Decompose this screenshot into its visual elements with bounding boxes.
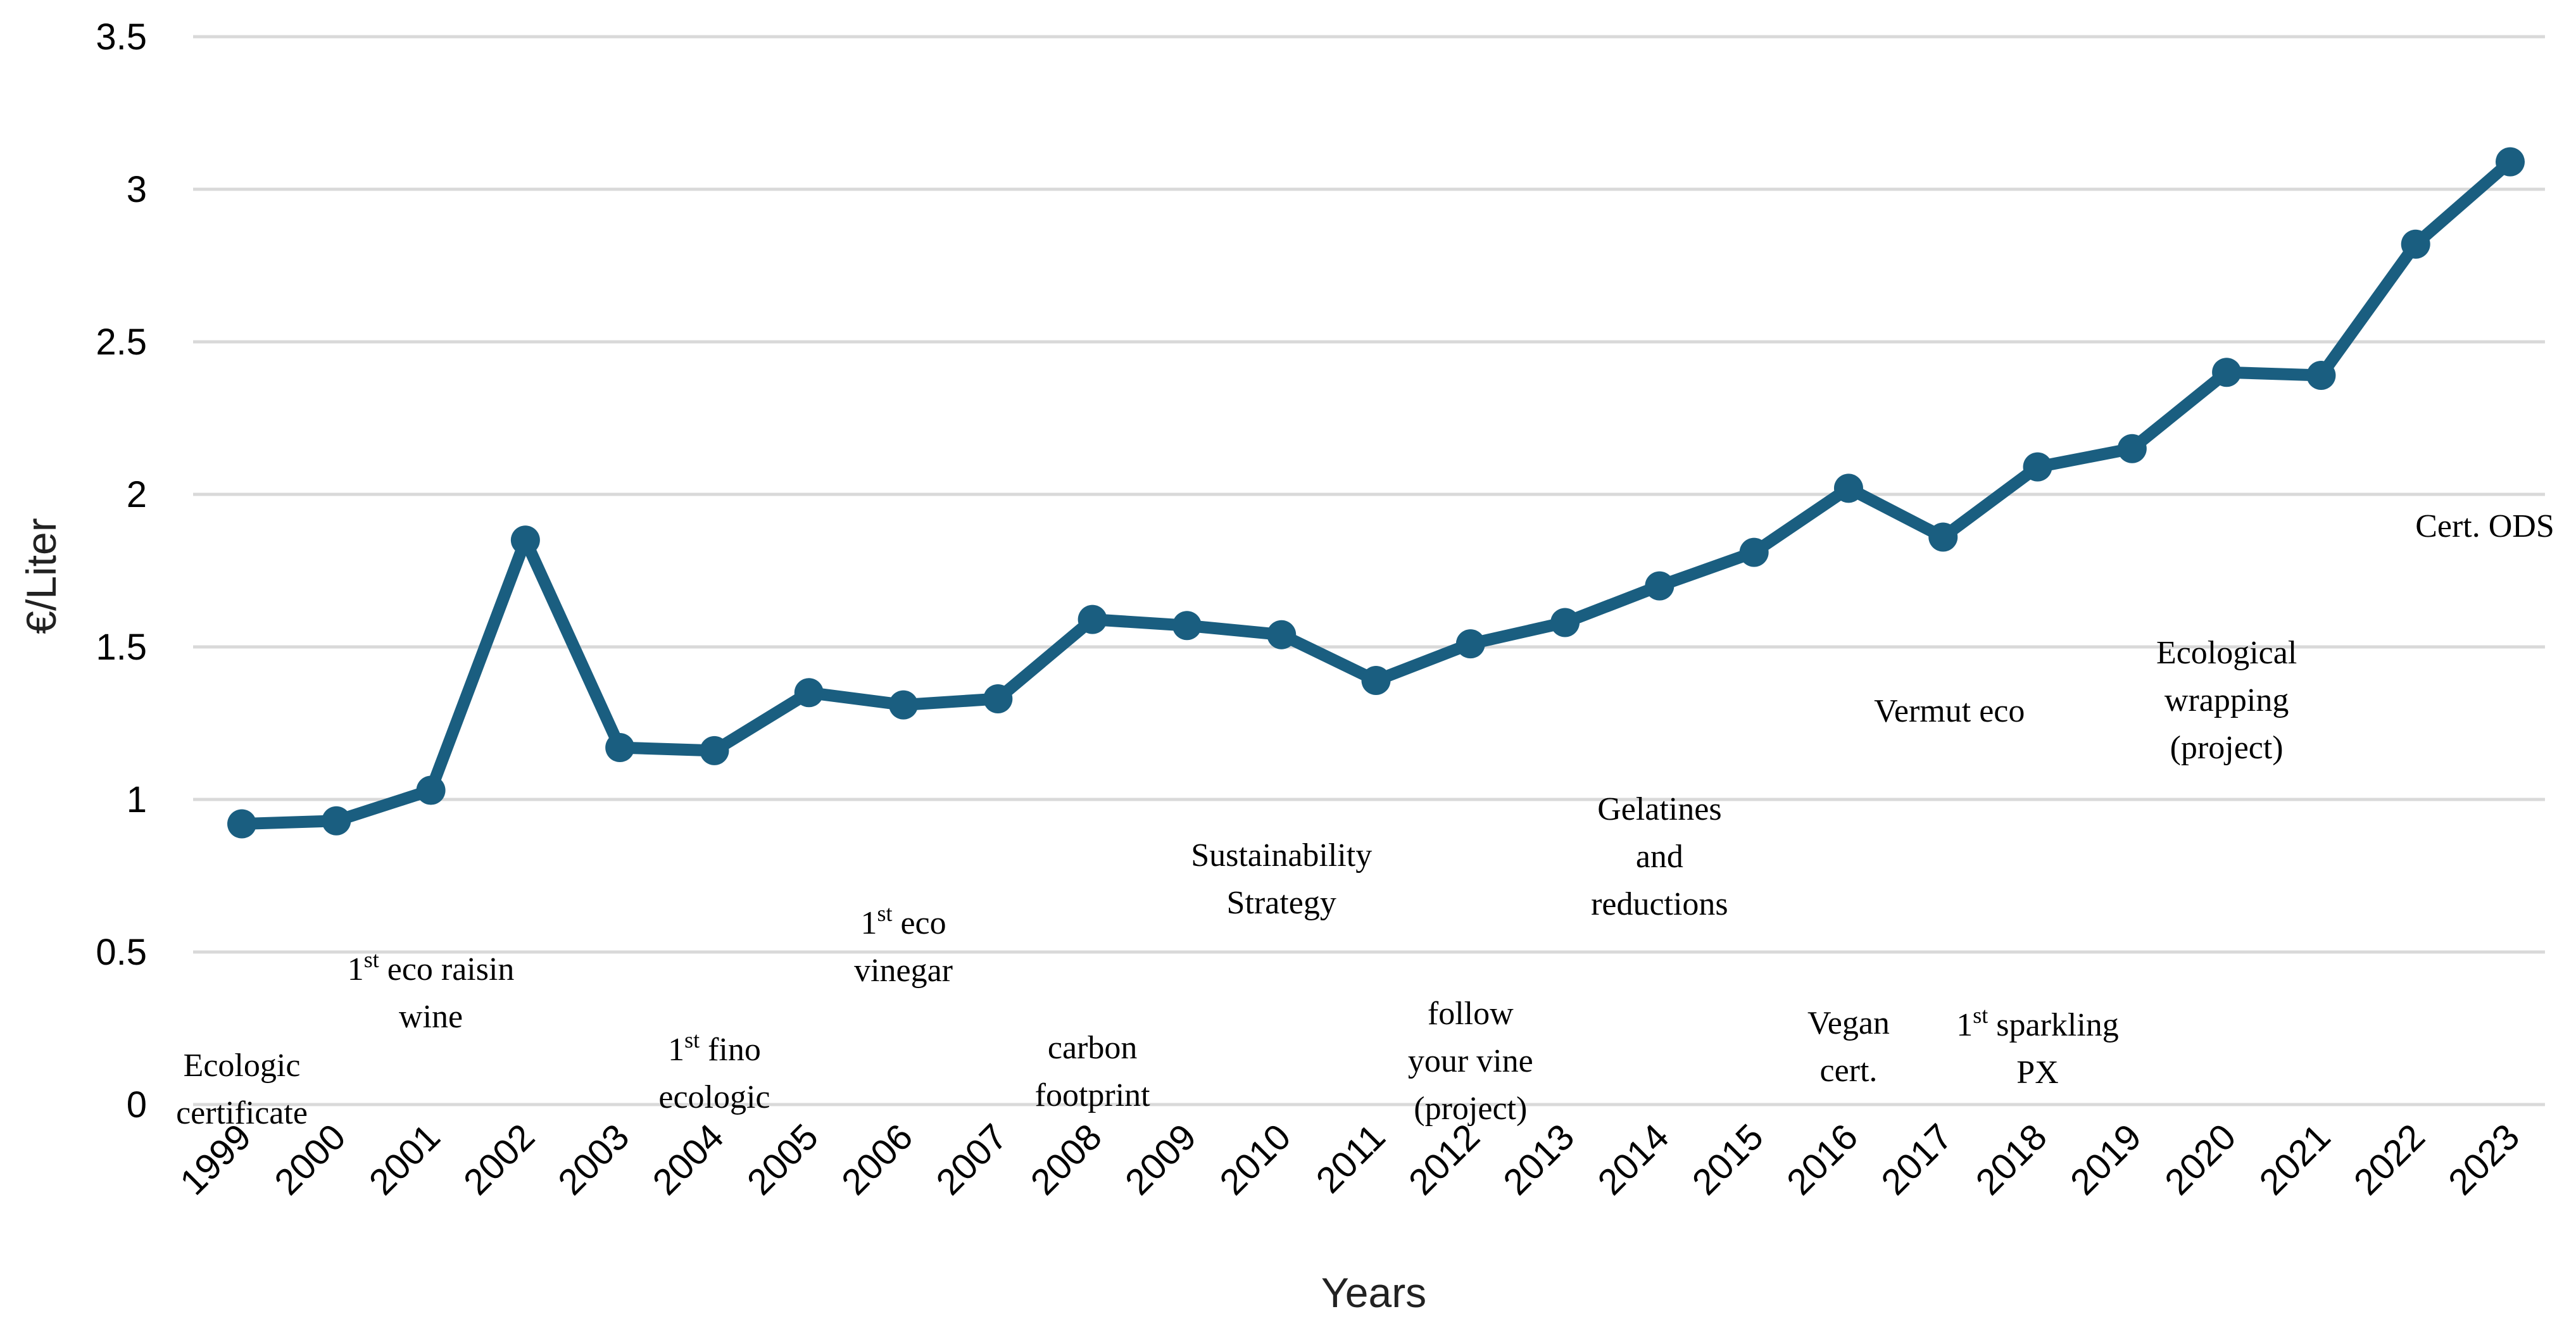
annotation-line: Ecologic: [184, 1048, 301, 1084]
annotation-2001: 1st eco raisin wine: [348, 947, 515, 1035]
annotation-2017: Vermut eco: [1874, 693, 2025, 729]
data-point-2008: [1078, 604, 1107, 634]
annotation-line: wrapping: [2164, 682, 2289, 718]
data-point-2012: [1455, 629, 1485, 659]
y-axis-title: €/Liter: [18, 518, 65, 634]
data-point-2015: [1739, 537, 1769, 567]
y-tick-label: 3: [127, 169, 147, 210]
annotation-line: Sustainability: [1191, 837, 1372, 874]
data-point-2019: [2117, 434, 2147, 463]
data-point-2001: [416, 775, 446, 805]
data-point-2005: [794, 678, 824, 708]
annotation-2006: 1st eco vinegar: [854, 901, 953, 989]
y-tick-label: 1.5: [96, 627, 147, 668]
data-point-2020: [2212, 358, 2242, 387]
y-tick-label: 1: [127, 779, 147, 820]
annotation-2020: Ecological wrapping (project): [2156, 635, 2297, 766]
annotation-line: 1st eco: [860, 901, 946, 941]
data-point-2016: [1833, 473, 1863, 503]
data-point-2018: [2023, 452, 2052, 482]
annotation-line: Strategy: [1227, 885, 1336, 921]
data-point-2013: [1550, 608, 1580, 637]
annotation-2004: 1st fino ecologic: [658, 1027, 770, 1115]
annotation-line: (project): [1414, 1091, 1527, 1127]
annotation-line: follow: [1428, 996, 1514, 1032]
annotation-2016: Vegan cert.: [1807, 1005, 1890, 1089]
data-point-2017: [1928, 522, 1958, 552]
annotation-line: wine: [399, 999, 463, 1035]
annotation-line: carbon: [1048, 1030, 1137, 1066]
y-tick-label: 0: [127, 1084, 147, 1125]
annotation-2008: carbon footprint: [1035, 1030, 1151, 1113]
gridlines: [193, 35, 2545, 1106]
annotation-line: certificate: [176, 1095, 308, 1131]
annotation-line: (project): [2170, 730, 2284, 766]
data-point-2007: [983, 684, 1013, 713]
y-tick-label: 2.5: [96, 322, 147, 363]
annotation-2023: Cert. ODS: [2415, 508, 2554, 544]
annotation-line: reductions: [1591, 886, 1728, 922]
data-point-1999: [227, 809, 256, 839]
y-tick-label: 3.5: [96, 16, 147, 58]
data-point-2023: [2496, 147, 2525, 177]
annotation-line: 1st sparkling: [1956, 1003, 2119, 1043]
annotation-line: Vegan: [1807, 1005, 1890, 1041]
annotation-line: footprint: [1035, 1077, 1151, 1113]
annotation-2018: 1st sparkling PX: [1956, 1003, 2119, 1091]
annotation-2014: Gelatines and reductions: [1591, 791, 1728, 922]
annotation-line: Cert. ODS: [2415, 508, 2554, 544]
annotation-line: Vermut eco: [1874, 693, 2025, 729]
data-point-2003: [605, 733, 635, 763]
data-point-2002: [510, 525, 540, 555]
annotation-line: and: [1636, 839, 1683, 875]
data-point-2021: [2306, 361, 2336, 391]
y-tick-label: 2: [127, 474, 147, 515]
data-point-2000: [322, 806, 351, 836]
data-point-2009: [1172, 611, 1202, 641]
annotation-line: PX: [2016, 1055, 2058, 1091]
data-point-2011: [1361, 666, 1391, 696]
annotation-line: Ecological: [2156, 635, 2297, 671]
data-point-2006: [889, 690, 919, 720]
annotation-line: cert.: [1819, 1053, 1877, 1089]
annotation-line: Gelatines: [1597, 791, 1721, 827]
annotation-line: ecologic: [658, 1079, 770, 1115]
data-point-2004: [700, 736, 729, 765]
annotation-1999: Ecologic certificate: [176, 1048, 308, 1131]
annotation-line: your vine: [1408, 1043, 1533, 1079]
data-point-2022: [2401, 229, 2430, 259]
data-point-2014: [1645, 571, 1674, 601]
annotation-2010: Sustainability Strategy: [1191, 837, 1372, 921]
data-point-2010: [1267, 620, 1297, 649]
annotation-line: 1st fino: [668, 1027, 761, 1068]
y-axis-tick-labels: 0 0.5 1 1.5 2 2.5 3 3.5: [96, 16, 147, 1125]
series-price: [227, 147, 2525, 839]
y-tick-label: 0.5: [96, 932, 147, 973]
annotation-line: 1st eco raisin: [348, 947, 515, 987]
annotation-line: vinegar: [854, 953, 953, 989]
annotation-2012: follow your vine (project): [1408, 996, 1533, 1127]
x-axis-title: Years: [1321, 1269, 1426, 1316]
